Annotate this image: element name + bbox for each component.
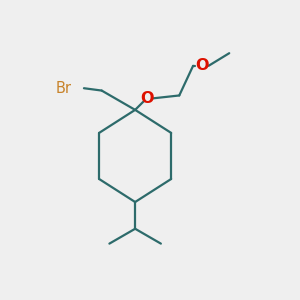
Text: Br: Br (56, 81, 72, 96)
Text: O: O (195, 58, 209, 73)
Text: O: O (140, 91, 153, 106)
